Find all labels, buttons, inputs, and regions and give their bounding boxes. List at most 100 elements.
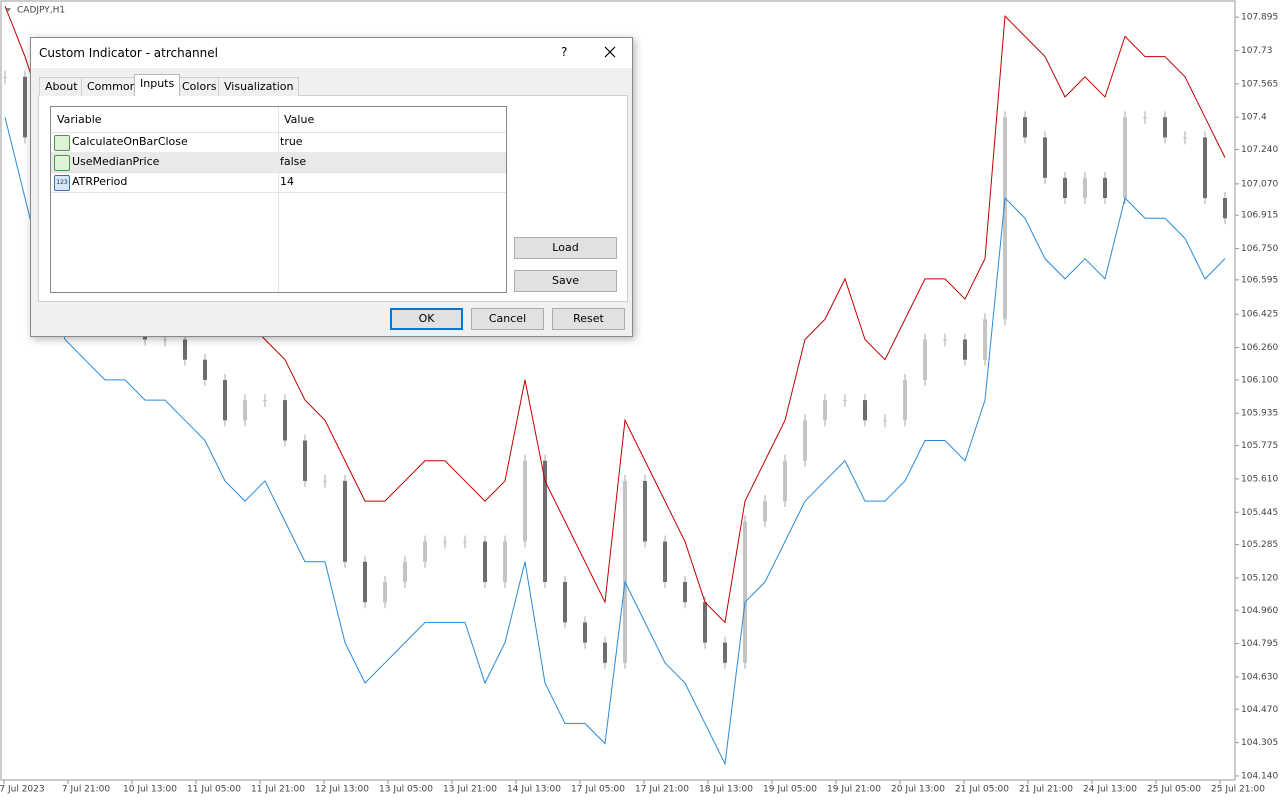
symbol-arrow	[6, 8, 11, 12]
candle	[463, 541, 467, 543]
x-tick-label: 11 Jul 21:00	[251, 785, 305, 795]
y-tick-label: 104.960	[1241, 606, 1278, 616]
x-tick-label: 20 Jul 13:00	[891, 785, 945, 795]
y-tick-label: 105.120	[1241, 573, 1278, 583]
x-tick-label: 18 Jul 13:00	[699, 785, 753, 795]
variable-cell: UseMedianPrice	[72, 155, 160, 168]
candle	[1143, 117, 1147, 119]
candle	[543, 460, 547, 582]
candle	[1083, 177, 1087, 199]
candle	[723, 642, 727, 663]
close-button[interactable]	[604, 46, 616, 58]
cancel-button[interactable]: Cancel	[471, 308, 544, 330]
candle	[603, 642, 607, 663]
y-tick-label: 107.070	[1241, 179, 1278, 189]
candle	[783, 460, 787, 502]
x-tick-label: 7 Jul 2023	[0, 785, 45, 795]
candle	[1123, 117, 1127, 199]
candle	[643, 480, 647, 542]
candle	[1003, 117, 1007, 320]
y-tick-label: 107.895	[1241, 13, 1278, 23]
reset-button[interactable]: Reset	[552, 308, 625, 330]
y-tick-label: 106.915	[1241, 211, 1278, 221]
y-tick-label: 104.470	[1241, 705, 1278, 715]
x-tick-label: 19 Jul 05:00	[763, 785, 817, 795]
candle	[763, 501, 767, 522]
x-tick-label: 17 Jul 21:00	[635, 785, 689, 795]
x-tick-label: 21 Jul 21:00	[1019, 785, 1073, 795]
table-row[interactable]: CalculateOnBarClose true	[51, 132, 506, 153]
candle	[1023, 117, 1027, 138]
variable-cell: ATRPeriod	[72, 175, 128, 188]
tab[interactable]: About	[39, 77, 84, 96]
candle	[943, 339, 947, 341]
y-tick-label: 106.595	[1241, 275, 1278, 285]
y-tick-label: 104.305	[1241, 738, 1278, 748]
tab[interactable]: Inputs	[134, 74, 181, 96]
y-tick-label: 106.750	[1241, 244, 1278, 254]
candle	[1063, 177, 1067, 199]
candle	[243, 400, 247, 421]
y-tick-label: 104.795	[1241, 639, 1278, 649]
x-tick-label: 17 Jul 05:00	[571, 785, 625, 795]
param-icon	[54, 155, 70, 171]
y-tick-label: 107.4	[1241, 113, 1267, 123]
candle	[583, 622, 587, 643]
candle	[283, 400, 287, 441]
x-tick-label: 19 Jul 21:00	[827, 785, 881, 795]
candle	[683, 581, 687, 603]
y-tick-label: 104.630	[1241, 672, 1278, 682]
candle	[903, 379, 907, 421]
x-tick-label: 25 Jul 05:00	[1147, 785, 1201, 795]
candle	[303, 440, 307, 481]
candle	[3, 76, 7, 78]
candle	[703, 602, 707, 643]
save-button[interactable]: Save	[514, 270, 617, 292]
candle	[203, 359, 207, 380]
table-header: Variable Value	[51, 107, 506, 292]
candle	[363, 561, 367, 603]
y-tick-label: 107.73	[1241, 46, 1273, 56]
tab[interactable]: Visualization	[218, 77, 300, 96]
candle	[1203, 137, 1207, 199]
x-tick-label: 13 Jul 21:00	[443, 785, 497, 795]
candle	[563, 581, 567, 623]
value-cell[interactable]: false	[280, 155, 307, 168]
ok-button[interactable]: OK	[390, 308, 463, 330]
chart-frame	[0, 0, 1236, 781]
candle	[1223, 198, 1227, 219]
x-tick-label: 12 Jul 13:00	[315, 785, 369, 795]
y-tick-label: 106.425	[1241, 310, 1278, 320]
tab[interactable]: Colors	[176, 77, 223, 96]
y-tick-label: 105.935	[1241, 409, 1278, 419]
tab[interactable]: Common	[81, 77, 143, 96]
candle	[863, 400, 867, 421]
value-cell[interactable]: true	[280, 135, 303, 148]
candle	[263, 400, 267, 402]
load-button[interactable]: Load	[514, 237, 617, 259]
candle	[843, 400, 847, 402]
candle	[383, 581, 387, 603]
candle	[1163, 117, 1167, 138]
candle	[483, 541, 487, 582]
candle	[823, 400, 827, 421]
table-row[interactable]: 123 ATRPeriod 14	[51, 172, 506, 193]
table-row[interactable]: UseMedianPrice false	[51, 152, 506, 173]
y-tick-label: 106.260	[1241, 343, 1278, 353]
candle	[883, 420, 887, 422]
inputs-table: Variable Value CalculateOnBarClose true …	[50, 106, 507, 293]
candle	[663, 541, 667, 582]
x-tick-label: 13 Jul 05:00	[379, 785, 433, 795]
y-tick-label: 105.445	[1241, 508, 1278, 518]
candle	[403, 561, 407, 582]
variable-cell: CalculateOnBarClose	[72, 135, 188, 148]
help-button[interactable]: ?	[561, 45, 568, 59]
candle	[223, 379, 227, 421]
candle	[623, 480, 627, 663]
x-tick-label: 21 Jul 05:00	[955, 785, 1009, 795]
candle	[983, 319, 987, 360]
value-cell[interactable]: 14	[280, 175, 294, 188]
param-icon: 123	[54, 175, 70, 191]
